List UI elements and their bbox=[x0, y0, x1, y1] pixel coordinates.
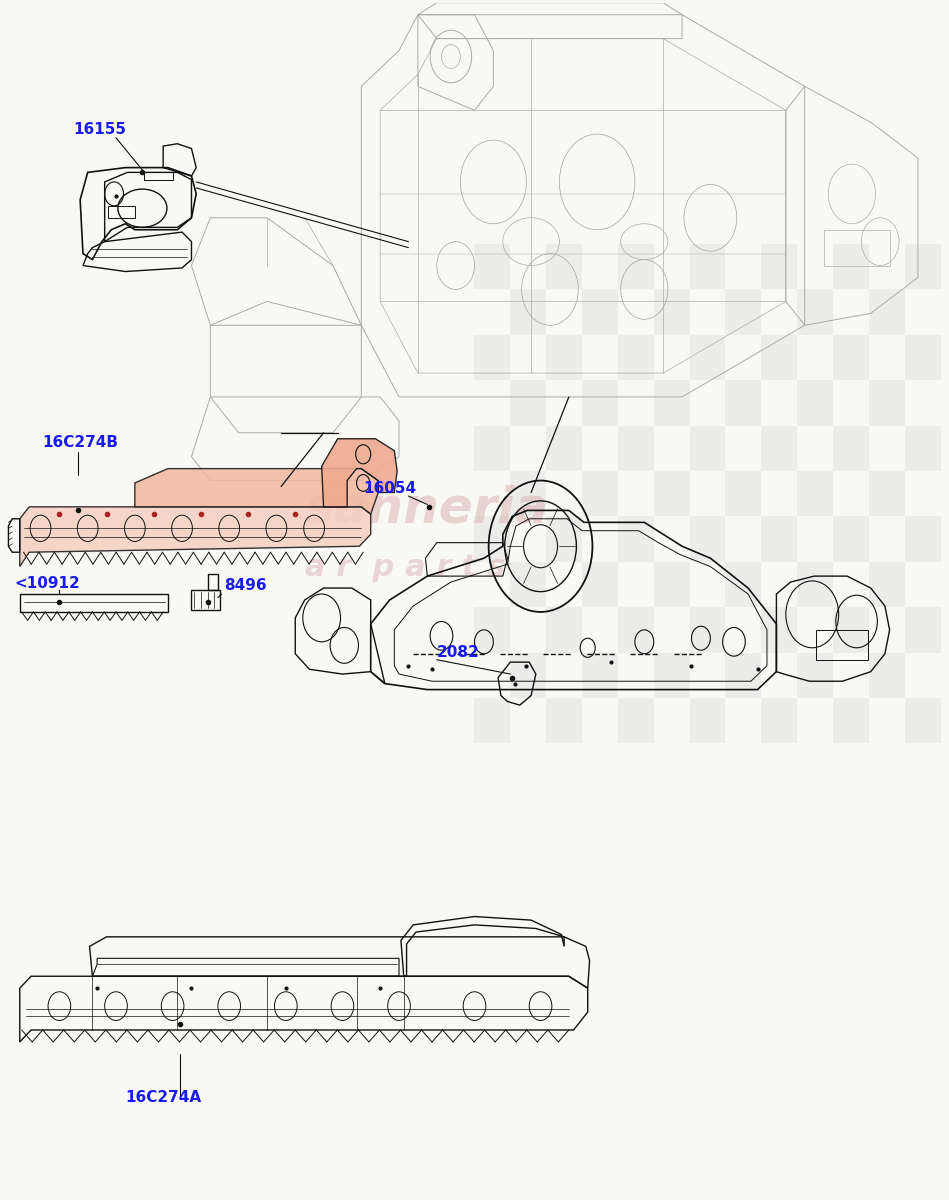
Bar bbox=[904, 607, 940, 653]
Bar bbox=[824, 229, 889, 265]
Bar bbox=[474, 516, 511, 562]
Bar bbox=[618, 335, 654, 380]
Bar bbox=[761, 426, 797, 472]
Bar bbox=[797, 653, 833, 698]
Bar bbox=[547, 516, 582, 562]
Bar bbox=[690, 607, 725, 653]
Bar bbox=[725, 470, 761, 516]
Polygon shape bbox=[322, 439, 397, 506]
Bar bbox=[869, 562, 904, 607]
Bar bbox=[797, 562, 833, 607]
Bar bbox=[654, 653, 690, 698]
Bar bbox=[618, 607, 654, 653]
Bar bbox=[474, 244, 511, 289]
Bar bbox=[108, 206, 135, 217]
Text: 16C274A: 16C274A bbox=[125, 1090, 201, 1105]
Bar bbox=[144, 173, 173, 180]
Bar bbox=[725, 562, 761, 607]
Bar bbox=[869, 380, 904, 426]
Bar bbox=[904, 698, 940, 743]
Bar bbox=[582, 289, 618, 335]
Bar bbox=[547, 607, 582, 653]
Bar bbox=[511, 562, 547, 607]
Text: 16054: 16054 bbox=[363, 480, 417, 496]
Bar bbox=[547, 426, 582, 472]
Bar bbox=[833, 698, 869, 743]
Polygon shape bbox=[20, 506, 371, 566]
Polygon shape bbox=[135, 469, 379, 514]
Bar bbox=[833, 516, 869, 562]
Bar bbox=[725, 380, 761, 426]
Bar bbox=[474, 607, 511, 653]
Bar bbox=[869, 289, 904, 335]
Bar bbox=[904, 426, 940, 472]
Bar bbox=[797, 470, 833, 516]
Bar bbox=[761, 516, 797, 562]
Bar bbox=[904, 516, 940, 562]
Bar bbox=[654, 380, 690, 426]
Bar bbox=[690, 516, 725, 562]
Bar bbox=[547, 244, 582, 289]
Bar bbox=[816, 630, 868, 660]
Bar bbox=[869, 653, 904, 698]
Bar bbox=[761, 335, 797, 380]
Bar bbox=[797, 289, 833, 335]
Bar bbox=[904, 244, 940, 289]
Bar bbox=[618, 426, 654, 472]
Bar bbox=[511, 653, 547, 698]
Bar bbox=[690, 426, 725, 472]
Bar bbox=[725, 653, 761, 698]
Bar bbox=[797, 380, 833, 426]
Bar bbox=[618, 244, 654, 289]
Text: 8496: 8496 bbox=[225, 578, 267, 594]
Bar bbox=[654, 289, 690, 335]
Bar bbox=[833, 335, 869, 380]
Bar bbox=[690, 698, 725, 743]
Bar bbox=[654, 562, 690, 607]
Bar bbox=[582, 380, 618, 426]
Bar bbox=[511, 289, 547, 335]
Text: <10912: <10912 bbox=[14, 576, 80, 592]
Bar bbox=[833, 607, 869, 653]
Bar bbox=[833, 244, 869, 289]
Bar bbox=[725, 289, 761, 335]
Bar bbox=[474, 426, 511, 472]
Bar bbox=[690, 335, 725, 380]
Bar bbox=[761, 698, 797, 743]
Bar bbox=[582, 470, 618, 516]
Text: 2082: 2082 bbox=[437, 646, 479, 660]
Bar bbox=[474, 335, 511, 380]
Bar bbox=[511, 380, 547, 426]
Bar bbox=[547, 335, 582, 380]
Bar bbox=[833, 426, 869, 472]
Bar bbox=[761, 244, 797, 289]
Text: sanneria: sanneria bbox=[305, 485, 549, 533]
Text: 16C274B: 16C274B bbox=[43, 436, 119, 450]
Bar bbox=[654, 470, 690, 516]
Bar bbox=[761, 607, 797, 653]
Bar bbox=[690, 244, 725, 289]
Bar bbox=[547, 698, 582, 743]
Bar bbox=[904, 335, 940, 380]
Bar bbox=[618, 698, 654, 743]
Bar bbox=[474, 698, 511, 743]
Bar bbox=[582, 562, 618, 607]
Bar bbox=[618, 516, 654, 562]
Bar bbox=[869, 470, 904, 516]
Bar bbox=[511, 470, 547, 516]
Text: a r  p a r t s: a r p a r t s bbox=[305, 553, 505, 582]
Bar bbox=[582, 653, 618, 698]
Text: 16155: 16155 bbox=[73, 122, 126, 137]
